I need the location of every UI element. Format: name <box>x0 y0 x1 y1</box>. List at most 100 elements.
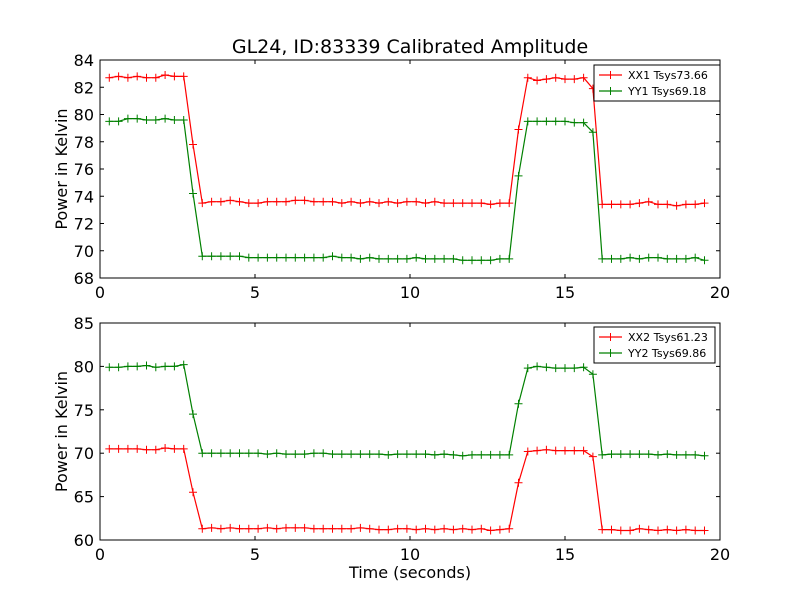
data-point-1-1-57 <box>635 450 644 459</box>
y-axis-label: Power in Kelvin <box>52 108 71 229</box>
data-point-0-1-10 <box>198 252 207 261</box>
data-point-0-0-26 <box>347 197 356 206</box>
x-tick-label-3: 15 <box>555 545 575 564</box>
data-point-0-1-58 <box>644 253 653 262</box>
data-point-1-0-58 <box>644 525 653 534</box>
figure-title: GL24, ID:83339 Calibrated Amplitude <box>232 36 588 58</box>
data-point-1-1-44 <box>514 399 523 408</box>
data-point-0-0-4 <box>142 73 151 82</box>
data-point-0-0-3 <box>133 72 142 81</box>
data-point-0-0-9 <box>189 140 197 149</box>
data-point-1-1-12 <box>216 449 225 458</box>
data-point-1-0-17 <box>263 523 272 532</box>
data-point-1-0-49 <box>561 446 569 455</box>
data-point-1-0-52 <box>588 452 597 461</box>
data-point-0-1-39 <box>468 256 476 265</box>
data-point-0-1-35 <box>430 254 439 263</box>
data-point-0-0-33 <box>412 197 421 206</box>
data-point-0-0-22 <box>309 197 318 206</box>
data-point-0-0-39 <box>468 199 476 208</box>
data-point-1-1-23 <box>319 449 328 458</box>
data-point-1-0-11 <box>207 523 216 532</box>
data-point-0-1-44 <box>514 171 523 180</box>
data-point-1-0-5 <box>151 445 160 454</box>
data-point-0-1-8 <box>179 115 188 124</box>
data-point-1-1-55 <box>616 450 625 459</box>
data-point-1-1-26 <box>347 450 356 459</box>
data-point-1-1-61 <box>672 450 681 459</box>
data-point-1-1-58 <box>644 450 653 459</box>
legend-marker-0 <box>606 71 615 79</box>
data-point-1-1-28 <box>365 450 374 459</box>
data-point-0-1-57 <box>635 254 644 263</box>
data-point-0-1-20 <box>291 253 300 262</box>
data-point-0-1-25 <box>337 253 346 262</box>
data-point-1-0-40 <box>477 524 486 533</box>
data-point-0-0-0 <box>105 73 114 82</box>
data-point-0-1-27 <box>356 254 365 263</box>
data-point-1-1-5 <box>151 363 160 372</box>
data-point-1-0-28 <box>365 524 374 533</box>
data-point-0-1-18 <box>272 253 281 262</box>
data-point-1-0-36 <box>440 524 449 533</box>
data-point-0-1-42 <box>495 254 504 263</box>
data-point-1-0-34 <box>421 524 430 533</box>
data-point-1-1-49 <box>561 364 569 373</box>
data-point-0-0-18 <box>272 197 281 206</box>
data-point-1-0-43 <box>505 524 514 533</box>
data-point-1-0-16 <box>254 524 263 533</box>
data-point-1-0-46 <box>533 446 542 455</box>
data-point-0-0-64 <box>700 199 709 208</box>
data-point-0-1-56 <box>626 253 635 262</box>
data-point-0-1-30 <box>384 254 393 263</box>
data-point-0-1-31 <box>393 254 402 263</box>
data-point-1-1-40 <box>477 450 486 459</box>
data-point-0-0-56 <box>626 200 635 209</box>
data-point-1-1-14 <box>235 449 244 458</box>
y-tick-label-2: 70 <box>74 444 94 463</box>
data-point-1-1-56 <box>626 450 635 459</box>
data-point-1-1-29 <box>375 450 383 459</box>
data-point-1-0-13 <box>226 523 235 532</box>
x-tick-label-4: 20 <box>710 283 730 302</box>
data-point-0-1-22 <box>309 253 318 262</box>
data-point-1-1-32 <box>402 450 411 459</box>
data-point-1-0-59 <box>654 526 662 535</box>
data-point-0-1-52 <box>588 128 597 137</box>
data-point-1-1-8 <box>179 360 188 369</box>
data-point-1-1-51 <box>579 363 588 372</box>
data-point-0-1-9 <box>189 189 197 198</box>
data-point-0-1-38 <box>458 256 467 265</box>
data-point-0-0-17 <box>263 197 272 206</box>
data-point-0-0-8 <box>179 72 188 81</box>
data-point-0-1-48 <box>551 117 560 126</box>
data-point-0-0-48 <box>551 73 560 82</box>
data-point-0-0-36 <box>440 199 449 208</box>
legend-label-1: YY2 Tsys69.86 <box>627 347 706 360</box>
data-point-0-0-12 <box>216 197 225 206</box>
data-point-0-0-16 <box>254 199 263 208</box>
data-point-1-0-2 <box>123 444 132 453</box>
data-point-0-1-23 <box>319 253 328 262</box>
legend-marker-1 <box>606 349 615 357</box>
data-point-1-1-27 <box>356 450 365 459</box>
data-point-0-0-50 <box>570 75 579 84</box>
data-point-0-0-7 <box>170 72 179 81</box>
data-point-0-1-5 <box>151 115 160 124</box>
data-point-0-0-27 <box>356 199 365 208</box>
data-point-1-0-20 <box>291 523 300 532</box>
data-point-1-0-39 <box>468 525 476 534</box>
data-point-1-0-45 <box>523 447 532 456</box>
legend-box <box>593 64 721 102</box>
data-point-1-0-32 <box>402 524 411 533</box>
y-tick-label-4: 76 <box>74 160 94 179</box>
data-point-1-0-0 <box>105 444 114 453</box>
data-point-0-1-3 <box>133 114 142 123</box>
data-point-1-1-22 <box>309 449 318 458</box>
data-point-0-0-13 <box>226 196 235 205</box>
data-point-0-1-55 <box>616 254 625 263</box>
y-tick-label-1: 65 <box>74 488 94 507</box>
data-point-0-1-6 <box>161 114 170 123</box>
data-point-1-1-47 <box>542 363 551 372</box>
data-point-0-1-1 <box>114 117 123 126</box>
